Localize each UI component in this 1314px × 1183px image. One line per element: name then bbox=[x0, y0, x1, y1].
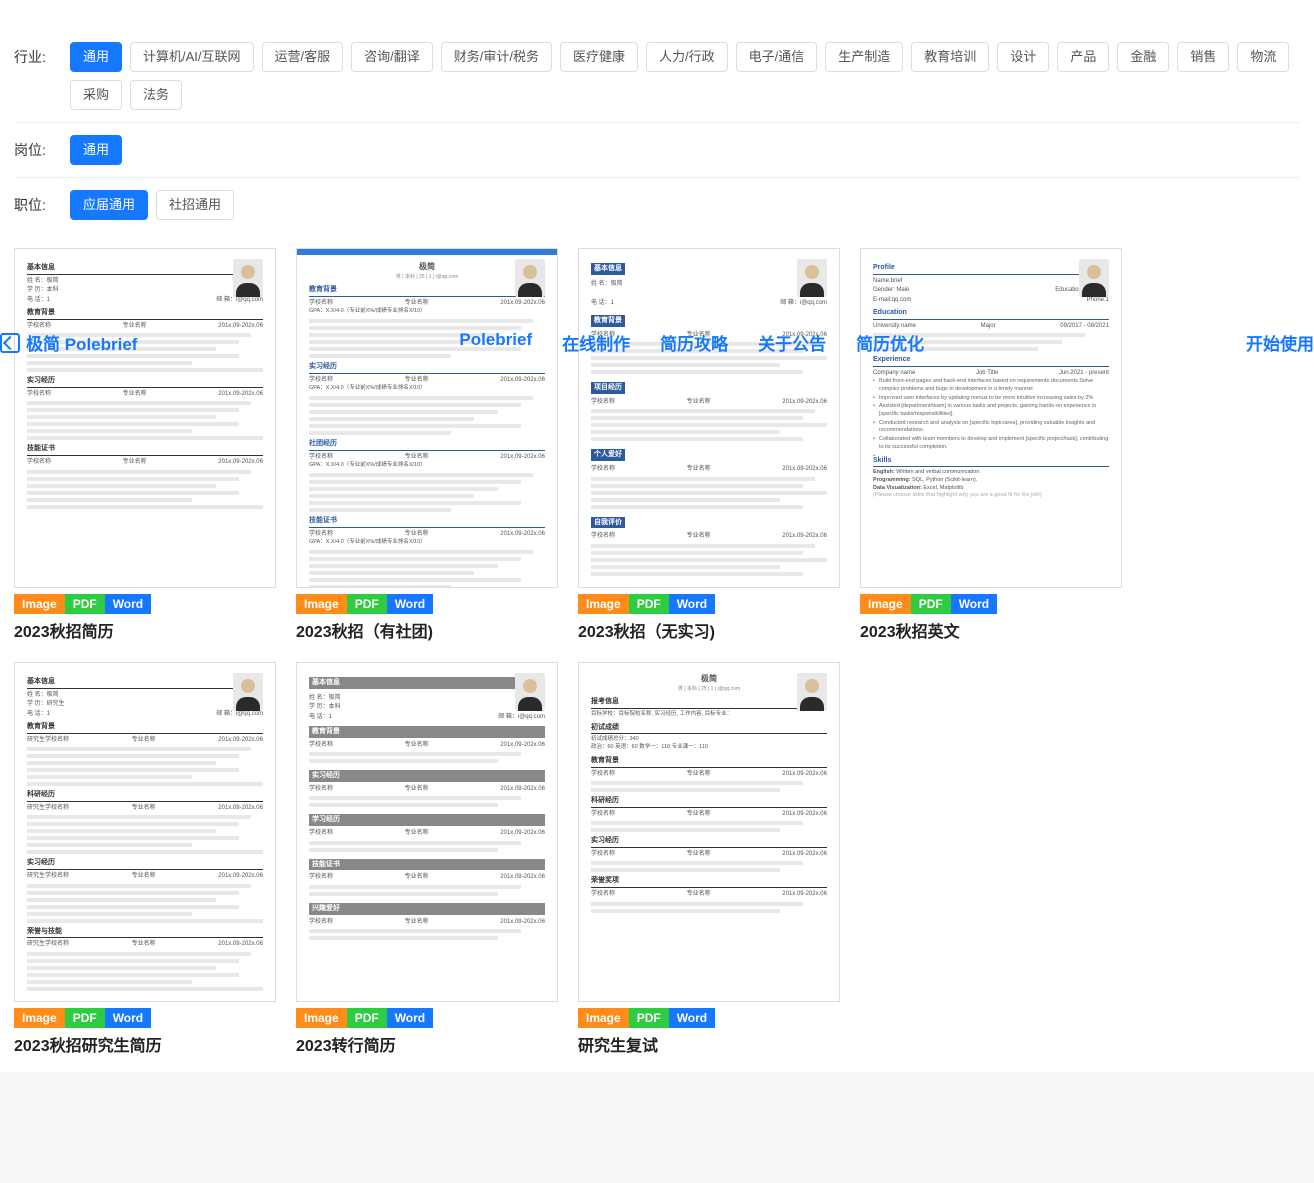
badge-pdf: PDF bbox=[347, 594, 387, 614]
template-card[interactable]: 极简男 | 本科 | 25 | 1 | i@qq.com报考信息目标学校：目标院… bbox=[578, 662, 840, 1056]
filter-tag[interactable]: 通用 bbox=[70, 135, 122, 165]
badge-word: Word bbox=[669, 594, 715, 614]
template-thumbnail[interactable]: 基本信息姓 名：极简性 别：男年 龄：25电 话：1邮 箱：i@qq.com教育… bbox=[578, 248, 840, 588]
format-badges: ImagePDFWord bbox=[578, 1008, 840, 1028]
page-container: 行业: 通用计算机/AI/互联网运营/客服咨询/翻译财务/审计/税务医疗健康人力… bbox=[0, 0, 1314, 1072]
template-title: 2023秋招研究生简历 bbox=[14, 1032, 276, 1056]
brand[interactable]: 极简 Polebrief bbox=[0, 330, 137, 355]
template-title: 2023秋招简历 bbox=[14, 618, 276, 642]
badge-pdf: PDF bbox=[629, 1008, 669, 1028]
filter-tag[interactable]: 电子/通信 bbox=[736, 42, 818, 72]
template-title: 2023秋招英文 bbox=[860, 618, 1122, 642]
template-title: 2023秋招（无实习) bbox=[578, 618, 840, 642]
filter-tag[interactable]: 人力/行政 bbox=[646, 42, 728, 72]
badge-word: Word bbox=[387, 594, 433, 614]
template-card[interactable]: 基本信息姓 名：极简性 别：男学 历：本科年 龄：25电 话：1邮 箱：i@qq… bbox=[296, 662, 558, 1056]
filter-tag[interactable]: 社招通用 bbox=[156, 190, 234, 220]
template-thumbnail[interactable]: ProfileName:briefAge:27Gender: MaleEduca… bbox=[860, 248, 1122, 588]
filter-row-post: 岗位: 通用 bbox=[14, 123, 1300, 178]
nav-link[interactable]: 简历攻略 bbox=[660, 330, 728, 355]
badge-image: Image bbox=[578, 1008, 629, 1028]
badge-pdf: PDF bbox=[347, 1008, 387, 1028]
filter-tag[interactable]: 金融 bbox=[1117, 42, 1169, 72]
filter-tag[interactable]: 应届通用 bbox=[70, 190, 148, 220]
post-tags: 通用 bbox=[70, 135, 1300, 165]
badge-image: Image bbox=[296, 594, 347, 614]
badge-word: Word bbox=[105, 594, 151, 614]
filter-tag[interactable]: 咨询/翻译 bbox=[351, 42, 433, 72]
badge-word: Word bbox=[669, 1008, 715, 1028]
template-grid: 基本信息姓 名：极简性 别：男学 历：本科电 话：1邮 箱：i@qq.com教育… bbox=[14, 232, 1300, 1072]
filter-row-position: 职位: 应届通用社招通用 bbox=[14, 178, 1300, 232]
template-card[interactable]: 极简男 | 本科 | 25 | 1 | i@qq.com教育背景学校名称专业名称… bbox=[296, 248, 558, 642]
badge-pdf: PDF bbox=[629, 594, 669, 614]
filter-tag[interactable]: 教育培训 bbox=[911, 42, 989, 72]
brand-text: 极简 Polebrief bbox=[26, 330, 137, 355]
badge-word: Word bbox=[387, 1008, 433, 1028]
template-card[interactable]: 基本信息姓 名：极简性 别：男学 历：研究生年 龄：26电 话：1邮 箱：i@q… bbox=[14, 662, 276, 1056]
template-thumbnail[interactable]: 基本信息姓 名：极简性 别：男学 历：研究生年 龄：26电 话：1邮 箱：i@q… bbox=[14, 662, 276, 1002]
template-title: 研究生复试 bbox=[578, 1032, 840, 1056]
filter-tag[interactable]: 销售 bbox=[1177, 42, 1229, 72]
format-badges: ImagePDFWord bbox=[14, 594, 276, 614]
filter-label-industry: 行业: bbox=[14, 42, 70, 72]
nav-link[interactable]: 在线制作 bbox=[562, 330, 630, 355]
position-tags: 应届通用社招通用 bbox=[70, 190, 1300, 220]
badge-word: Word bbox=[951, 594, 997, 614]
format-badges: ImagePDFWord bbox=[14, 1008, 276, 1028]
filter-tag[interactable]: 法务 bbox=[130, 80, 182, 110]
badge-image: Image bbox=[14, 594, 65, 614]
nav-links: Polebrief 在线制作 简历攻略 关于公告 简历优化 bbox=[459, 330, 924, 355]
template-thumbnail[interactable]: 极简男 | 本科 | 25 | 1 | i@qq.com报考信息目标学校：目标院… bbox=[578, 662, 840, 1002]
logo-icon bbox=[0, 333, 20, 353]
filter-tag[interactable]: 运营/客服 bbox=[262, 42, 344, 72]
filter-label-post: 岗位: bbox=[14, 135, 70, 165]
format-badges: ImagePDFWord bbox=[578, 594, 840, 614]
badge-image: Image bbox=[578, 594, 629, 614]
nav-link[interactable]: 简历优化 bbox=[856, 330, 924, 355]
industry-tags: 通用计算机/AI/互联网运营/客服咨询/翻译财务/审计/税务医疗健康人力/行政电… bbox=[70, 42, 1300, 110]
filter-tag[interactable]: 财务/审计/税务 bbox=[441, 42, 552, 72]
format-badges: ImagePDFWord bbox=[296, 1008, 558, 1028]
nav-cta[interactable]: 开始使用 bbox=[1246, 330, 1314, 355]
badge-image: Image bbox=[296, 1008, 347, 1028]
filter-tag[interactable]: 生产制造 bbox=[825, 42, 903, 72]
badge-pdf: PDF bbox=[65, 594, 105, 614]
format-badges: ImagePDFWord bbox=[860, 594, 1122, 614]
filter-tag[interactable]: 采购 bbox=[70, 80, 122, 110]
filter-row-industry: 行业: 通用计算机/AI/互联网运营/客服咨询/翻译财务/审计/税务医疗健康人力… bbox=[14, 30, 1300, 123]
template-title: 2023秋招（有社团) bbox=[296, 618, 558, 642]
nav-link[interactable]: Polebrief bbox=[459, 330, 532, 355]
filter-tag[interactable]: 设计 bbox=[997, 42, 1049, 72]
badge-image: Image bbox=[860, 594, 911, 614]
template-card[interactable]: 基本信息姓 名：极简性 别：男年 龄：25电 话：1邮 箱：i@qq.com教育… bbox=[578, 248, 840, 642]
badge-image: Image bbox=[14, 1008, 65, 1028]
template-card[interactable]: ProfileName:briefAge:27Gender: MaleEduca… bbox=[860, 248, 1122, 642]
nav-link[interactable]: 关于公告 bbox=[758, 330, 826, 355]
filter-tag[interactable]: 物流 bbox=[1237, 42, 1289, 72]
badge-pdf: PDF bbox=[65, 1008, 105, 1028]
filter-tag[interactable]: 计算机/AI/互联网 bbox=[130, 42, 254, 72]
template-thumbnail[interactable]: 极简男 | 本科 | 25 | 1 | i@qq.com教育背景学校名称专业名称… bbox=[296, 248, 558, 588]
filter-tag[interactable]: 产品 bbox=[1057, 42, 1109, 72]
template-thumbnail[interactable]: 基本信息姓 名：极简性 别：男学 历：本科年 龄：25电 话：1邮 箱：i@qq… bbox=[296, 662, 558, 1002]
filter-tag[interactable]: 医疗健康 bbox=[560, 42, 638, 72]
badge-pdf: PDF bbox=[911, 594, 951, 614]
template-title: 2023转行简历 bbox=[296, 1032, 558, 1056]
filter-tag[interactable]: 通用 bbox=[70, 42, 122, 72]
template-card[interactable]: 基本信息姓 名：极简性 别：男学 历：本科电 话：1邮 箱：i@qq.com教育… bbox=[14, 248, 276, 642]
badge-word: Word bbox=[105, 1008, 151, 1028]
format-badges: ImagePDFWord bbox=[296, 594, 558, 614]
template-thumbnail[interactable]: 基本信息姓 名：极简性 别：男学 历：本科电 话：1邮 箱：i@qq.com教育… bbox=[14, 248, 276, 588]
filter-label-position: 职位: bbox=[14, 190, 70, 220]
